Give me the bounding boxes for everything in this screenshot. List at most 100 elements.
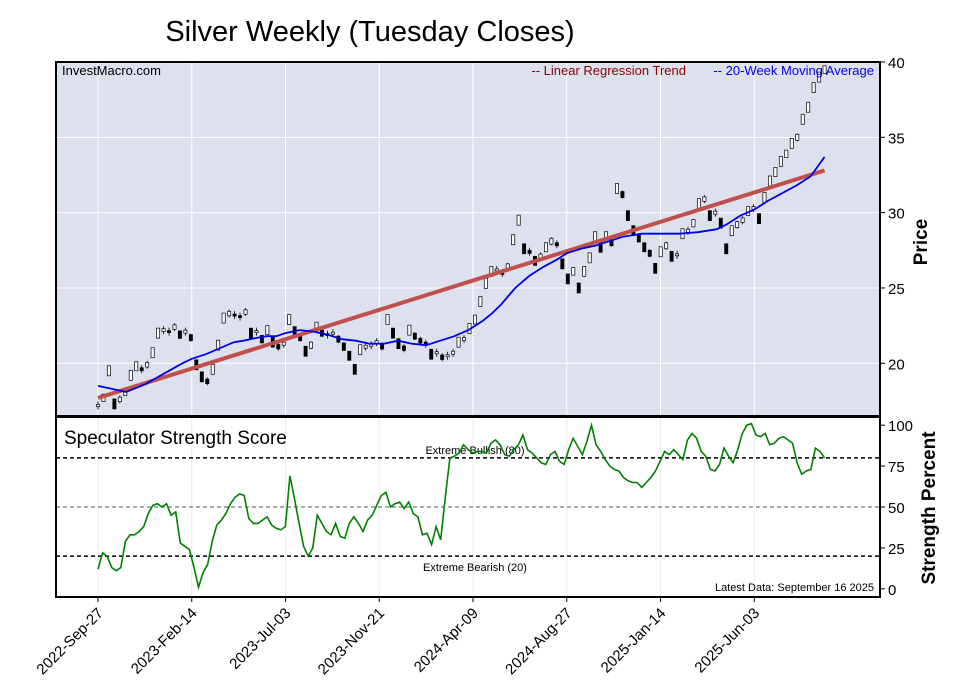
price-marker	[347, 350, 352, 361]
x-tick-label: 2023-Feb-14	[128, 605, 201, 678]
legend-regression-trend: -- Linear Regression Trend	[531, 63, 686, 78]
price-marker	[658, 246, 663, 258]
price-marker	[401, 345, 406, 351]
price-marker	[784, 149, 789, 159]
price-marker	[385, 314, 390, 325]
price-axis-label: Price	[911, 219, 932, 265]
legend-moving-average: -- 20-Week Moving Average	[713, 63, 874, 78]
price-marker	[527, 249, 532, 254]
price-marker	[341, 342, 346, 351]
price-marker	[407, 324, 412, 336]
price-marker	[156, 327, 161, 339]
price-marker	[221, 312, 226, 324]
price-marker	[380, 344, 385, 350]
price-marker	[167, 330, 171, 333]
price-marker	[817, 71, 822, 83]
price-marker	[494, 268, 499, 272]
price-marker	[210, 363, 215, 375]
price-marker	[445, 354, 450, 358]
price-marker	[664, 242, 669, 250]
price-marker	[183, 329, 188, 334]
price-marker	[418, 338, 423, 344]
price-marker	[330, 331, 335, 335]
price-marker	[675, 253, 680, 257]
x-tick-label: 2023-Jul-03	[226, 605, 294, 673]
regression-trend-line	[97, 168, 826, 400]
strength-tick-label: 75	[888, 459, 905, 476]
watermark: InvestMacro.com	[62, 63, 161, 78]
price-marker	[451, 350, 456, 355]
x-tick-label: 2022-Sep-27	[33, 605, 106, 678]
price-marker	[522, 243, 527, 255]
price-marker	[729, 225, 734, 237]
price-marker	[412, 332, 417, 340]
price-marker	[128, 369, 133, 381]
strength-tick-label: 0	[888, 582, 896, 599]
price-marker	[145, 362, 150, 368]
price-marker	[636, 234, 641, 243]
price-marker	[516, 214, 521, 226]
price-content	[96, 65, 827, 410]
price-marker	[249, 327, 253, 339]
price-marker	[396, 338, 401, 350]
price-marker	[276, 344, 281, 350]
price-marker	[554, 242, 559, 247]
price-marker	[205, 378, 210, 384]
price-tick-label: 40	[888, 55, 905, 72]
price-marker	[177, 330, 182, 339]
price-panel-background	[56, 62, 880, 416]
price-tick-label: 35	[888, 130, 905, 147]
price-marker	[625, 210, 630, 222]
price-marker	[199, 371, 204, 383]
price-marker	[352, 363, 357, 375]
moving-average-line	[97, 156, 826, 393]
strength-panel-title: Speculator Strength Score	[64, 428, 287, 449]
x-tick-label: 2025-Jun-03	[691, 605, 763, 677]
price-marker	[96, 404, 100, 407]
price-marker	[800, 113, 805, 125]
price-grid	[56, 61, 880, 416]
price-marker	[789, 137, 794, 149]
price-marker	[806, 101, 811, 113]
price-marker	[560, 258, 565, 270]
strength-level-label: Extreme Bearish (20)	[423, 562, 527, 574]
price-marker	[762, 192, 767, 203]
price-marker	[691, 219, 696, 228]
price-y-axis: 20 25 30 35 40	[880, 55, 905, 373]
price-marker	[757, 213, 761, 225]
price-marker	[139, 367, 144, 372]
price-marker	[576, 282, 581, 294]
price-marker	[188, 334, 193, 342]
price-marker	[615, 183, 619, 194]
price-marker	[653, 263, 658, 274]
price-marker	[358, 344, 363, 356]
price-marker	[150, 347, 155, 359]
price-tick-label: 25	[888, 281, 905, 298]
price-marker	[434, 351, 439, 355]
strength-y-axis: 0 25 50 75 100	[880, 418, 913, 599]
price-marker	[161, 328, 166, 332]
price-marker	[642, 242, 647, 253]
price-marker	[216, 339, 221, 351]
price-marker	[773, 167, 778, 177]
latest-data-note: Latest Data: September 16 2025	[715, 582, 874, 594]
price-marker	[478, 296, 483, 307]
chart-title: Silver Weekly (Tuesday Closes)	[165, 16, 574, 48]
price-marker	[795, 133, 800, 141]
price-marker	[254, 330, 259, 333]
price-marker	[472, 314, 477, 325]
strength-tick-label: 25	[888, 541, 905, 558]
price-marker	[767, 175, 772, 187]
strength-content	[97, 422, 826, 591]
price-marker	[363, 344, 368, 349]
price-marker	[740, 217, 745, 223]
price-marker	[106, 365, 111, 377]
price-marker	[587, 252, 592, 264]
price-marker	[735, 221, 740, 229]
price-marker	[822, 65, 827, 74]
price-marker	[281, 341, 286, 346]
price-marker	[724, 243, 729, 255]
strength-axis-label: Strength Percent	[919, 431, 940, 585]
price-tick-label: 30	[888, 206, 905, 223]
x-axis: 2022-Sep-27 2023-Feb-14 2023-Jul-03 2023-No…	[33, 597, 763, 678]
